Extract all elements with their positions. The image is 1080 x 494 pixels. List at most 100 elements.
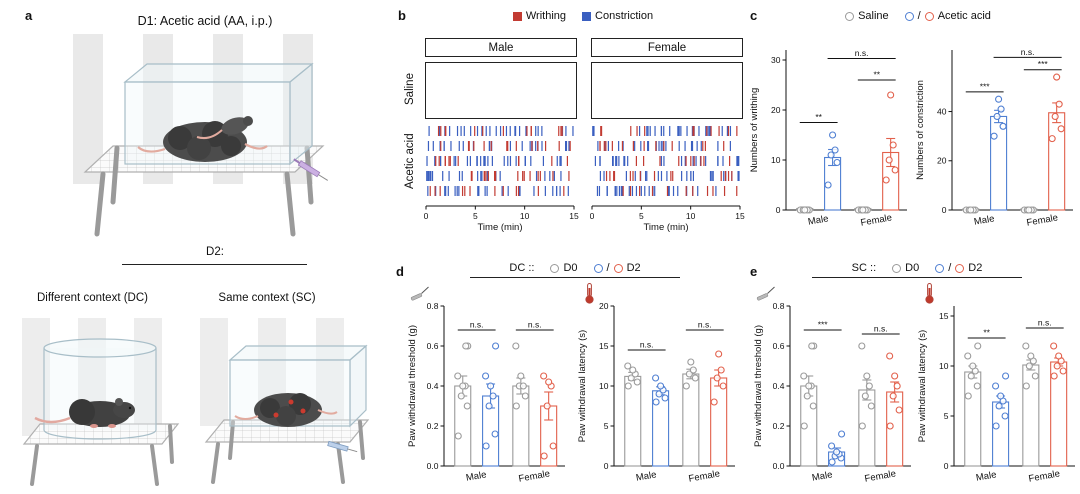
data-point <box>967 206 975 214</box>
data-point <box>691 374 699 382</box>
data-point <box>995 95 1003 103</box>
data-point <box>689 366 697 374</box>
x-tick-label: 5 <box>473 211 478 221</box>
data-point <box>512 402 520 410</box>
data-point <box>1053 362 1061 370</box>
panel-d-label: d <box>396 264 404 279</box>
panel-e-label: e <box>750 264 758 279</box>
y-tick-label: 15 <box>939 311 949 321</box>
sc-cage-illustration <box>200 318 370 484</box>
x-group-label: Male <box>973 213 995 227</box>
y-axis-label: Paw withdrawal latency (s) <box>577 330 588 442</box>
d0-legend-item: D0 <box>550 262 578 274</box>
x-group-label: Male <box>975 469 997 483</box>
y-tick-label: 5 <box>604 421 609 431</box>
panel-c-label: c <box>750 8 758 23</box>
sig-label: n.s. <box>640 340 654 350</box>
data-point <box>865 382 873 390</box>
data-point <box>833 158 841 167</box>
data-point <box>995 402 1003 410</box>
data-point <box>1057 125 1065 133</box>
d2-female-legend-icon <box>613 263 623 273</box>
panel-e-header: SC :: D0 / D2 <box>812 262 1022 278</box>
chart-svg-d-latency: 0 5 10 15 20 Paw withdrawal latency (s) Male Fe… <box>577 301 735 485</box>
data-point <box>661 394 669 402</box>
data-point <box>543 402 551 410</box>
y-tick-label: 0 <box>776 205 781 215</box>
data-point <box>889 392 897 400</box>
sig-label: n.s. <box>470 320 484 330</box>
data-point <box>859 206 867 214</box>
x-tick-label: 15 <box>735 211 745 221</box>
data-point <box>824 181 832 189</box>
data-point <box>886 422 894 430</box>
data-point <box>519 382 527 390</box>
different-context-label: Different context (DC) <box>37 292 148 304</box>
data-point <box>482 372 490 380</box>
x-group-label: Female <box>860 212 893 228</box>
data-point <box>454 372 462 380</box>
data-point <box>713 374 721 382</box>
data-point <box>487 382 495 390</box>
data-point <box>1051 112 1059 121</box>
acetic-acid-row-label: Acetic acid <box>404 133 416 189</box>
data-point <box>861 392 869 400</box>
data-point <box>459 382 467 390</box>
y-axis-label: Paw withdrawal threshold (g) <box>753 325 764 447</box>
acetic-female-legend-icon <box>924 11 934 21</box>
legend-slash: / <box>917 10 921 22</box>
y-tick-label: 20 <box>937 156 947 166</box>
sc-title: SC :: <box>851 262 877 274</box>
legend-slash: / <box>606 262 610 274</box>
data-point <box>800 372 808 380</box>
x-axis-label: Time (min) <box>477 222 522 233</box>
saline-legend-label: Saline <box>858 10 889 22</box>
data-point <box>512 342 520 350</box>
female-column-header: Female <box>591 38 743 57</box>
data-point <box>454 432 462 440</box>
acetic-raster-male: 0 5 10 15 Time (min) <box>424 122 579 233</box>
panel-d-header: DC :: D0 / D2 <box>470 262 680 278</box>
y-tick-label: 20 <box>599 301 609 311</box>
data-point <box>803 392 811 400</box>
male-column-header: Male <box>425 38 577 57</box>
data-point <box>829 131 837 139</box>
d1-title: D1: Acetic acid (AA, i.p.) <box>137 14 273 28</box>
d2-label: D2: <box>206 246 224 258</box>
data-point <box>1048 135 1056 143</box>
data-point <box>489 392 497 400</box>
y-axis-label: Paw withdrawal latency (s) <box>917 330 928 442</box>
mice-huddle <box>234 393 338 427</box>
x-axis-label: Time (min) <box>643 222 688 233</box>
y-tick-label: 10 <box>771 155 781 165</box>
y-tick-label: 0.4 <box>427 381 439 391</box>
data-point <box>717 366 725 374</box>
saline-row-label: Saline <box>404 73 416 106</box>
y-tick-label: 40 <box>937 106 947 116</box>
sig-label: n.s. <box>1038 318 1052 328</box>
data-point <box>999 122 1007 130</box>
d2-male-legend-icon <box>935 263 945 273</box>
chart-numbers-of-constriction: 0 20 40 Numbers of constriction Male Female **… <box>914 26 1078 244</box>
data-point <box>1022 382 1030 390</box>
data-point <box>549 442 557 450</box>
raster-legend: Writhing Constriction <box>458 10 708 22</box>
data-point <box>485 402 493 410</box>
data-point <box>491 430 499 438</box>
sig-label: *** <box>818 320 829 330</box>
data-point <box>457 392 465 400</box>
mean-bar <box>1022 364 1040 467</box>
mean-bar <box>992 401 1010 467</box>
data-point <box>858 422 866 430</box>
data-point <box>482 442 490 450</box>
data-point <box>540 372 548 380</box>
data-point <box>964 392 972 400</box>
y-tick-label: 0.2 <box>773 421 785 431</box>
sig-label: *** <box>980 81 991 91</box>
mean-bar <box>990 115 1008 211</box>
chart-svg-c-writhing: 0 10 20 30 Numbers of writhing Male Female ** **… <box>749 48 907 229</box>
x-tick-label: 15 <box>569 211 579 221</box>
d0-legend-icon <box>550 263 560 273</box>
thermometer-icon <box>925 283 934 304</box>
data-point <box>800 422 808 430</box>
